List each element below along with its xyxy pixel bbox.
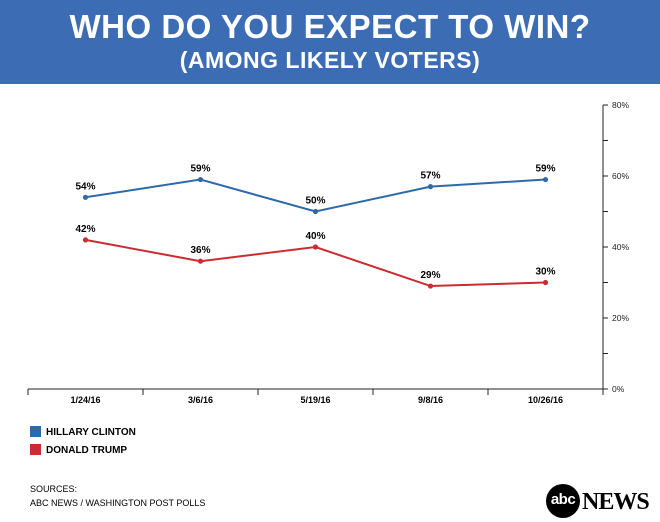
data-label: 59% [535,164,555,175]
y-tick-label: 40% [612,242,629,252]
data-label: 42% [75,224,95,235]
data-point [312,244,319,250]
data-label: 54% [75,181,95,192]
data-label: 59% [190,164,210,175]
data-label: 36% [190,245,210,256]
y-tick-label: 80% [612,100,629,110]
sources-text: ABC NEWS / WASHINGTON POST POLLS [30,498,206,508]
legend-item-clinton: HILLARY CLINTON [30,426,136,438]
data-point [427,184,434,190]
data-point [542,279,549,286]
data-point [197,258,204,264]
chart-title: WHO DO YOU EXPECT TO WIN? [69,8,591,45]
line-chart: 1/24/16 3/6/16 5/19/16 9/8/16 10/26/16 0% 20% 4… [27,100,629,404]
x-tick-label: 10/26/16 [528,395,563,404]
data-label: 29% [420,270,440,281]
data-point [82,237,89,243]
data-label: 57% [420,171,440,182]
legend-label-clinton: HILLARY CLINTON [46,427,136,438]
x-tick-label: 9/8/16 [418,395,443,404]
title-banner: WHO DO YOU EXPECT TO WIN? (AMONG LIKELY … [0,0,660,84]
y-tick-label: 60% [612,171,629,181]
x-tick-label: 3/6/16 [188,395,213,404]
y-tick-label: 20% [612,313,629,323]
legend-label-trump: DONALD TRUMP [46,445,128,456]
y-tick-label: 0% [612,384,625,394]
data-label: 40% [305,231,325,242]
x-tick-label: 5/19/16 [300,395,330,404]
news-wordmark: NEWS [582,489,650,515]
sources-label: SOURCES: [30,484,78,494]
abc-logo-circle: abc [546,484,580,518]
sources-note: SOURCES: ABC NEWS / WASHINGTON POST POLL… [30,482,205,510]
legend-swatch-trump [30,444,41,455]
legend-swatch-clinton [30,426,41,437]
data-point [312,208,319,215]
data-label: 50% [305,196,325,207]
data-label: 30% [535,267,555,278]
x-tick-label: 1/24/16 [70,395,100,404]
data-point [542,176,549,183]
data-point [197,176,204,183]
data-point [82,194,89,200]
chart-subtitle: (AMONG LIKELY VOTERS) [179,47,481,73]
data-point [427,283,434,289]
legend-item-trump: DONALD TRUMP [30,444,127,456]
